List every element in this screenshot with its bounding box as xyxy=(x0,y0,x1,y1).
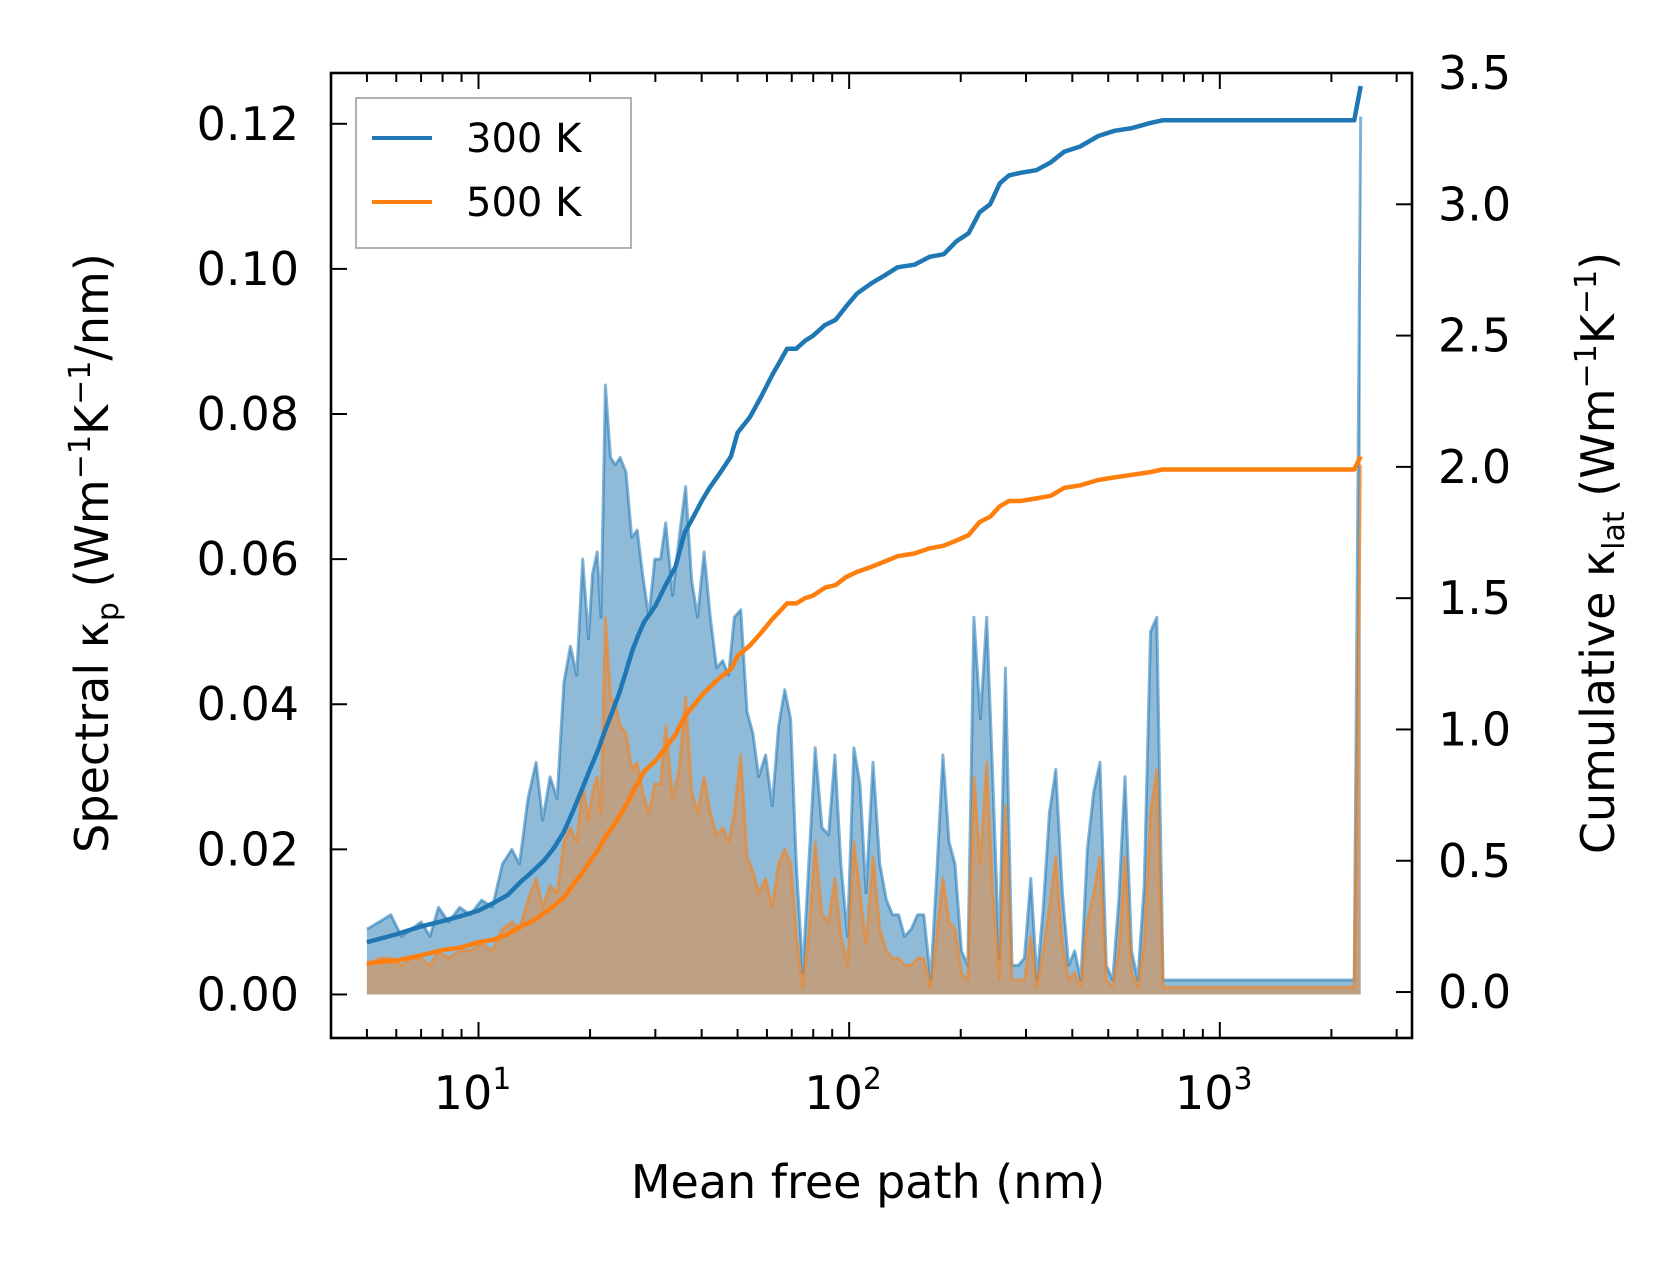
y-right-tick-label: 0.5 xyxy=(1438,834,1511,888)
legend-label-300k: 300 K xyxy=(466,116,583,162)
spectral-line-300k xyxy=(366,116,1363,982)
legend-box xyxy=(355,97,632,249)
x-axis-title: Mean free path (nm) xyxy=(631,1155,1105,1209)
legend: 300 K 500 K xyxy=(355,97,632,249)
y-right-tick-label: 2.5 xyxy=(1438,309,1511,363)
y-left-tick-label: 0.08 xyxy=(197,387,299,441)
y-left-tick-label: 0.04 xyxy=(197,677,299,731)
legend-label-500k: 500 K xyxy=(466,180,583,226)
plot-area xyxy=(366,85,1363,995)
y-right-tick-label: 3.0 xyxy=(1438,177,1511,231)
y-right-tick-label: 0.0 xyxy=(1438,965,1511,1019)
spectral-line-500k xyxy=(366,464,1363,989)
axis-ticks: 101 102 103 0.00 0.02 0.04 0.06 0.08 0.10 0.12 0.0… xyxy=(197,46,1512,1120)
cumulative-line-500k xyxy=(366,455,1363,966)
y-right-tick-label: 1.0 xyxy=(1438,702,1511,756)
y-axis-left-title: Spectral κp (Wm−1K−1/nm) xyxy=(63,253,126,853)
cumulative-line-300k xyxy=(366,85,1363,945)
x-tick-label: 103 xyxy=(1175,1062,1253,1120)
y-right-tick-label: 2.0 xyxy=(1438,440,1511,494)
y-axis-right-title: Cumulative κlat (Wm−1K−1) xyxy=(1569,252,1632,854)
y-right-tick-label: 1.5 xyxy=(1438,571,1511,625)
axes-frame xyxy=(329,71,1414,1040)
y-left-tick-label: 0.06 xyxy=(197,532,299,586)
x-tick-label: 101 xyxy=(434,1062,512,1120)
y-right-tick-label: 3.5 xyxy=(1438,46,1511,100)
spectral-area-500k xyxy=(366,464,1361,995)
y-left-tick-label: 0.02 xyxy=(197,822,299,876)
y-left-tick-label: 0.12 xyxy=(197,97,299,151)
x-tick-label: 102 xyxy=(804,1062,882,1120)
y-left-tick-label: 0.10 xyxy=(197,242,299,296)
y-left-tick-label: 0.00 xyxy=(197,967,299,1021)
